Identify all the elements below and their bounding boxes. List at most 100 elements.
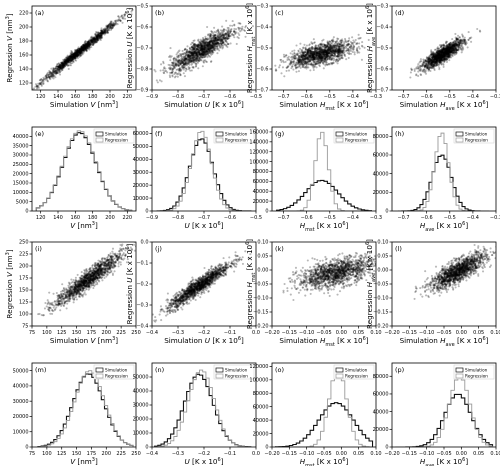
scatter-point <box>214 45 217 48</box>
scatter-point <box>62 64 65 67</box>
scatter-point <box>333 42 336 45</box>
scatter-point <box>98 36 101 39</box>
scatter-point <box>90 39 93 42</box>
scatter-point <box>225 44 228 48</box>
scatter-point <box>60 65 63 68</box>
scatter-point <box>233 24 236 27</box>
scatter-point <box>82 48 85 51</box>
scatter-point <box>97 34 100 37</box>
scatter-point <box>75 53 78 56</box>
scatter-point <box>72 53 75 56</box>
scatter-point <box>84 47 87 50</box>
scatter-point <box>87 45 90 48</box>
scatter-point <box>295 70 298 73</box>
scatter-point <box>181 60 184 63</box>
scatter-point <box>62 62 65 65</box>
scatter-point <box>57 65 60 68</box>
scatter-point <box>75 50 78 53</box>
scatter-point <box>76 49 79 53</box>
scatter-point <box>60 67 63 71</box>
scatter-point <box>66 61 69 64</box>
scatter-point <box>168 54 172 57</box>
scatter-point <box>52 70 55 73</box>
scatter-point <box>39 79 42 82</box>
panel-label: (c) <box>275 9 284 17</box>
scatter-point <box>84 45 87 48</box>
scatter-point <box>73 57 76 60</box>
scatter-point <box>103 29 106 32</box>
scatter-point <box>7 107 9 109</box>
scatter-point <box>91 43 94 46</box>
scatter-point <box>67 61 70 64</box>
scatter-point <box>76 49 79 52</box>
scatter-point <box>314 47 317 50</box>
scatter-point <box>70 55 73 58</box>
scatter-point <box>76 53 79 56</box>
scatter-point <box>83 44 86 47</box>
scatter-point <box>74 53 77 56</box>
scatter-point <box>99 38 102 42</box>
scatter-point <box>111 25 115 28</box>
scatter-point <box>84 47 87 50</box>
scatter-point <box>111 26 114 29</box>
scatter-point <box>80 48 83 51</box>
scatter-point <box>57 62 61 66</box>
scatter-point <box>98 34 102 37</box>
scatter-point <box>66 59 69 62</box>
scatter-point <box>54 76 57 79</box>
scatter-point <box>199 38 202 41</box>
scatter-point <box>327 62 330 65</box>
scatter-point <box>70 54 73 57</box>
scatter-point <box>71 54 74 57</box>
scatter-point <box>88 46 91 49</box>
scatter-point <box>68 60 71 63</box>
scatter-point <box>87 43 90 47</box>
scatter-point <box>104 28 107 31</box>
scatter-point <box>70 60 73 63</box>
scatter-point <box>68 55 71 58</box>
scatter-point <box>230 28 233 31</box>
scatter-point <box>83 44 86 48</box>
scatter-point <box>85 43 88 46</box>
scatter-point <box>12 101 14 103</box>
scatter-point <box>111 24 114 27</box>
scatter-point <box>42 78 45 81</box>
scatter-point <box>214 49 217 52</box>
scatter-point <box>80 52 83 55</box>
scatter-point <box>83 46 87 49</box>
scatter-point <box>99 35 102 38</box>
scatter-point <box>98 37 101 40</box>
scatter-point <box>28 93 30 95</box>
scatter-point <box>78 51 81 54</box>
scatter-point <box>82 48 85 51</box>
scatter-point <box>98 36 101 39</box>
scatter-point <box>72 55 75 58</box>
scatter-point <box>107 25 110 28</box>
scatter-point <box>82 47 85 50</box>
scatter-point <box>82 46 85 49</box>
scatter-point <box>100 33 103 36</box>
scatter-point <box>66 56 69 59</box>
scatter-point <box>64 57 67 60</box>
scatter-point <box>108 24 111 27</box>
scatter-point <box>335 60 338 63</box>
scatter-point <box>108 25 111 28</box>
scatter-point <box>78 53 81 56</box>
scatter-point <box>62 63 65 66</box>
scatter-point <box>78 50 81 53</box>
scatter-point <box>106 31 110 34</box>
scatter-point <box>58 68 62 71</box>
scatter-point <box>74 57 77 60</box>
scatter-point <box>41 80 44 83</box>
scatter-point <box>58 67 62 70</box>
scatter-point <box>112 21 115 24</box>
scatter-point <box>299 56 302 59</box>
scatter-point <box>76 53 79 56</box>
scatter-point <box>100 36 103 39</box>
scatter-point <box>50 67 53 70</box>
scatter-point <box>56 65 60 69</box>
scatter-point <box>83 47 86 50</box>
scatter-point <box>88 41 91 44</box>
scatter-point <box>23 94 25 96</box>
scatter-point <box>73 52 76 55</box>
